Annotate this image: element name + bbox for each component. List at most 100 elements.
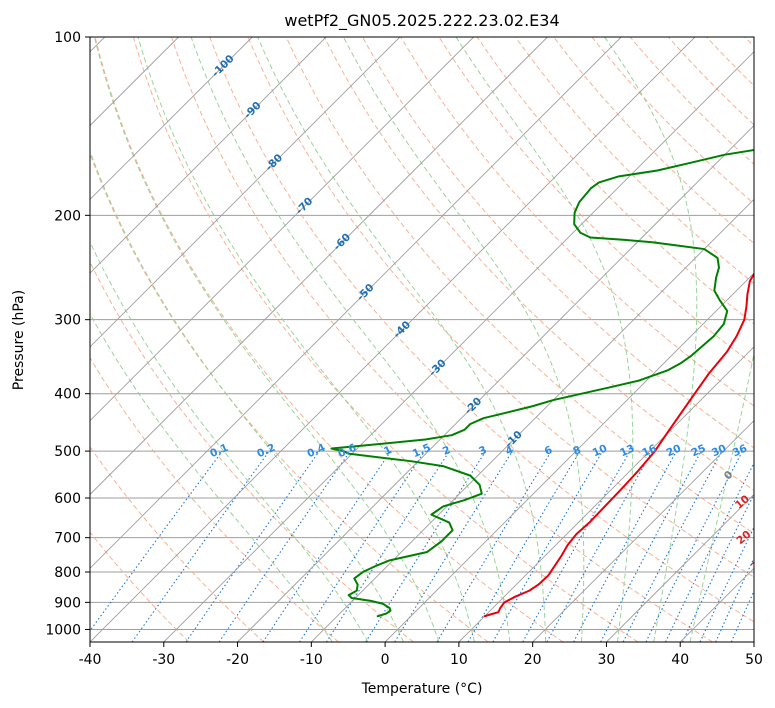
x-tick-label: -40	[79, 652, 102, 668]
moist-adiabats	[90, 37, 754, 642]
mixing-ratio-line-42	[665, 462, 754, 642]
dry-adiabat--10	[90, 356, 339, 642]
x-tick-label: -10	[300, 652, 323, 668]
moist-adiabat-25	[342, 37, 585, 642]
isotherms	[90, 37, 754, 642]
mixing-ratio-label: 10	[591, 442, 609, 459]
x-axis: -40 -30 -20 -10 0 10 20 30 40 50	[79, 642, 763, 668]
dry-adiabat-label: 30	[749, 555, 768, 574]
mixing-ratio-label: 1	[382, 444, 394, 458]
moist-adiabat-10	[137, 37, 475, 642]
y-tick-label: 600	[54, 491, 81, 507]
x-axis-label: Temperature (°C)	[361, 681, 483, 697]
chart-title: wetPf2_GN05.2025.222.23.02.E34	[284, 11, 559, 31]
mixing-ratio-label: 4	[504, 444, 516, 458]
mixing-ratio-label: 6	[543, 444, 555, 458]
moist-adiabat-0	[90, 149, 404, 642]
y-tick-label: 800	[54, 565, 81, 581]
y-tick-label: 1000	[45, 622, 81, 638]
dry-adiabat-30	[132, 37, 639, 642]
x-tick-label: 0	[381, 652, 390, 668]
isotherm-20	[532, 420, 754, 642]
isotherm-0	[384, 272, 754, 642]
mixing-ratio-label: 13	[618, 442, 636, 459]
isotherm--40	[90, 37, 696, 642]
profile-series	[330, 149, 754, 618]
mixing-ratio-line-10	[492, 450, 604, 642]
mixing-ratio-line-8	[467, 450, 581, 642]
mixing-ratio-line-13	[522, 450, 631, 642]
mixing-ratio-line-4	[394, 450, 513, 642]
x-tick-label: -20	[226, 652, 249, 668]
isotherm-10	[458, 346, 754, 642]
mixing-ratio-label: 20	[665, 442, 683, 459]
dry-adiabat-140	[553, 37, 754, 245]
isotherm-30	[606, 493, 754, 642]
mixing-ratio-line-0.4	[185, 450, 320, 642]
moist-adiabat-15	[190, 37, 511, 642]
dry-adiabat-20	[94, 37, 564, 642]
x-tick-label: 40	[671, 652, 689, 668]
x-tick-label: 50	[745, 652, 763, 668]
mixing-ratio-line-0.2	[131, 450, 270, 642]
dry-adiabat-80	[323, 37, 754, 491]
dry-adiabat-40	[171, 37, 713, 642]
mixing-ratio-line-55	[699, 526, 754, 642]
moist-adiabat--5	[90, 240, 369, 642]
isotherm--10	[311, 198, 754, 642]
mixing-ratio-label: 25	[689, 442, 707, 459]
isotherm--60	[90, 37, 548, 496]
y-tick-label: 400	[54, 387, 81, 403]
isotherm--50	[90, 37, 622, 569]
mixing-ratio-line-20	[573, 450, 677, 642]
isotherm--80	[90, 37, 401, 348]
y-axis-label: Pressure (hPa)	[11, 290, 27, 390]
dry-adiabat--30	[90, 531, 190, 642]
y-axis: 100 200 300 400 500 600 700 800 900 1000	[45, 30, 90, 638]
mixing-ratio-line-0.1	[90, 450, 223, 632]
y-tick-label: 100	[54, 30, 81, 46]
mixing-ratio-line-6	[436, 450, 552, 642]
moist-adiabat--10	[90, 312, 333, 642]
moist-adiabat-20	[257, 37, 547, 642]
dry-adiabat-110	[438, 37, 754, 366]
x-tick-label: 10	[450, 652, 468, 668]
mixing-ratio-label: 16	[640, 442, 658, 459]
y-tick-label: 300	[54, 313, 81, 329]
dry-adiabat-label: 40	[767, 584, 775, 603]
x-tick-label: -30	[152, 652, 175, 668]
dewpoint-line	[330, 149, 754, 618]
moist-adiabat-35	[604, 37, 698, 642]
dry-adiabat-120	[476, 37, 754, 325]
temperature-line	[483, 272, 754, 618]
isobar-gridlines	[90, 37, 754, 630]
y-tick-label: 900	[54, 595, 81, 611]
mixing-ratio-label: 36	[731, 442, 749, 459]
x-tick-label: 20	[524, 652, 542, 668]
moist-adiabat-5	[93, 37, 440, 642]
x-tick-label: 30	[598, 652, 616, 668]
y-tick-label: 700	[54, 531, 81, 547]
y-tick-label: 200	[54, 208, 81, 224]
dry-adiabat-160	[629, 37, 754, 165]
mixing-ratio-lines	[90, 450, 754, 642]
mixing-ratio-label: 3	[477, 444, 489, 458]
isotherm--30	[163, 51, 754, 642]
isotherm--100	[90, 37, 253, 200]
isotherm--20	[237, 124, 754, 642]
plot-area: 0.1 0.2 0.4 0.6 1 1.5 2 3 4 6 8 10 13 16 20 25 30 36-100-…	[90, 37, 775, 642]
dry-adiabat-50	[209, 37, 754, 623]
isotherm--90	[90, 37, 327, 274]
mixing-ratio-line-0.6	[218, 450, 351, 642]
plot-frame	[89, 36, 755, 643]
dry-adiabat-100	[400, 37, 754, 407]
mixing-ratio-label: 8	[571, 444, 583, 458]
mixing-ratio-line-2	[325, 450, 450, 642]
isotherm-50	[753, 641, 754, 642]
moist-adiabat-40	[689, 351, 754, 642]
isotherm--70	[90, 37, 474, 422]
y-tick-label: 500	[54, 444, 81, 460]
mixing-ratio-label: 30	[710, 442, 728, 459]
mixing-ratio-line-3	[365, 450, 487, 642]
